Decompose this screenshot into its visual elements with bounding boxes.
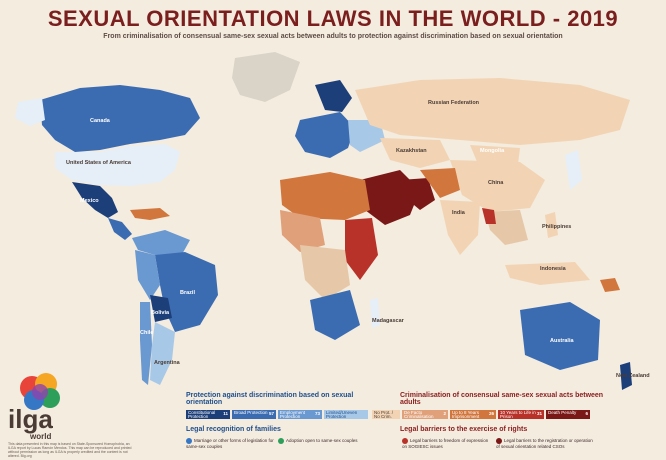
country-mexico xyxy=(72,182,118,218)
label-china: China xyxy=(488,180,504,186)
label-new-zealand: New Zealand xyxy=(616,373,650,379)
country-argentina xyxy=(150,322,175,385)
country-bolivia xyxy=(150,295,172,322)
region-central-africa xyxy=(300,245,350,300)
legend-registration: Legal barriers to the registration or op… xyxy=(496,438,593,449)
legend-protection-heading: Protection against discrimination based … xyxy=(186,392,354,406)
legend-adoption: Adoption open to same-sex couples xyxy=(278,438,358,444)
label-canada: Canada xyxy=(90,118,110,124)
footnote: This data presented in this map is based… xyxy=(8,442,132,458)
country-alaska xyxy=(15,98,45,126)
country-greenland xyxy=(232,52,300,102)
world-map xyxy=(15,52,632,390)
country-indonesia xyxy=(505,262,590,285)
country-madagascar xyxy=(370,298,380,328)
region-south-asia-crim xyxy=(482,208,496,224)
legend-marriage: Marriage or other forms of legislation f… xyxy=(186,438,274,449)
country-canada xyxy=(40,85,200,152)
label-usa: United States of America xyxy=(66,160,131,166)
label-australia: Australia xyxy=(550,338,574,344)
label-chile: Chile xyxy=(140,330,154,336)
region-southern-africa xyxy=(310,290,360,340)
country-usa xyxy=(55,144,180,186)
region-west-africa xyxy=(280,210,325,252)
legend-death: Death Penalty 6 xyxy=(546,410,590,419)
region-east-africa xyxy=(345,218,378,280)
region-pacific-islands xyxy=(600,278,620,292)
region-central-america xyxy=(108,218,132,240)
legend-criminalisation-heading: Criminalisation of consensual same-sex s… xyxy=(400,392,604,406)
country-philippines xyxy=(545,212,558,238)
page-title: SEXUAL ORIENTATION LAWS IN THE WORLD - 2… xyxy=(47,6,619,31)
legend-barriers-heading: Legal barriers to the exercise of rights xyxy=(400,426,528,433)
legend-employment: Employment Protection 73 xyxy=(278,410,322,419)
country-russia xyxy=(355,78,630,145)
label-mongolia: Mongolia xyxy=(480,148,505,154)
legend: Protection against discrimination based … xyxy=(186,392,658,458)
region-scandinavia xyxy=(315,80,352,112)
page-subtitle: From criminalisation of consensual same-… xyxy=(103,33,563,40)
label-bolivia: Bolivia xyxy=(151,310,170,316)
country-china xyxy=(450,160,545,212)
country-chile xyxy=(140,302,152,385)
country-mongolia xyxy=(470,145,520,164)
region-southeast-asia xyxy=(485,210,528,245)
country-japan xyxy=(565,150,582,190)
region-central-asia xyxy=(420,168,460,198)
region-north-africa xyxy=(280,172,370,220)
country-new-zealand xyxy=(620,362,632,390)
label-mexico: Mexico xyxy=(80,198,99,204)
country-iran xyxy=(400,178,435,210)
ilga-logo xyxy=(20,373,60,410)
legend-10-years: 10 Years to Life in Prison 31 xyxy=(498,410,544,419)
logo-sub: world xyxy=(30,432,52,441)
legend-broad: Broad Protection 57 xyxy=(232,410,276,419)
logo-name: ilga xyxy=(8,404,53,434)
label-madagascar: Madagascar xyxy=(372,318,404,324)
legend-8-years: Up to 8 Years Imprisonment 26 xyxy=(450,410,496,419)
legend-expression: Legal barriers to freedom of expression … xyxy=(402,438,489,449)
legend-limited: Limited/Uneven Protection xyxy=(324,410,368,419)
legend-families-heading: Legal recognition of families xyxy=(186,426,281,433)
label-indonesia: Indonesia xyxy=(540,266,566,272)
country-australia xyxy=(520,302,600,370)
label-brazil: Brazil xyxy=(180,290,195,296)
legend-defacto: De Facto Criminalisation 2 xyxy=(402,410,448,419)
legend-constitutional: Constitutional Protection 11 xyxy=(186,410,230,419)
label-philippines: Philippines xyxy=(542,224,572,230)
region-eastern-europe xyxy=(348,120,385,152)
region-northern-south-america xyxy=(132,230,190,258)
label-russia: Russian Federation xyxy=(428,100,480,106)
country-peru xyxy=(135,250,160,300)
country-india xyxy=(440,200,480,255)
country-kazakhstan xyxy=(380,138,450,168)
region-western-europe xyxy=(295,112,355,158)
label-kazakhstan: Kazakhstan xyxy=(396,148,427,154)
label-argentina: Argentina xyxy=(154,360,180,366)
legend-no-prot: No Prot. / No Crim. xyxy=(372,410,400,419)
label-india: India xyxy=(452,210,465,216)
region-caribbean xyxy=(130,208,170,220)
